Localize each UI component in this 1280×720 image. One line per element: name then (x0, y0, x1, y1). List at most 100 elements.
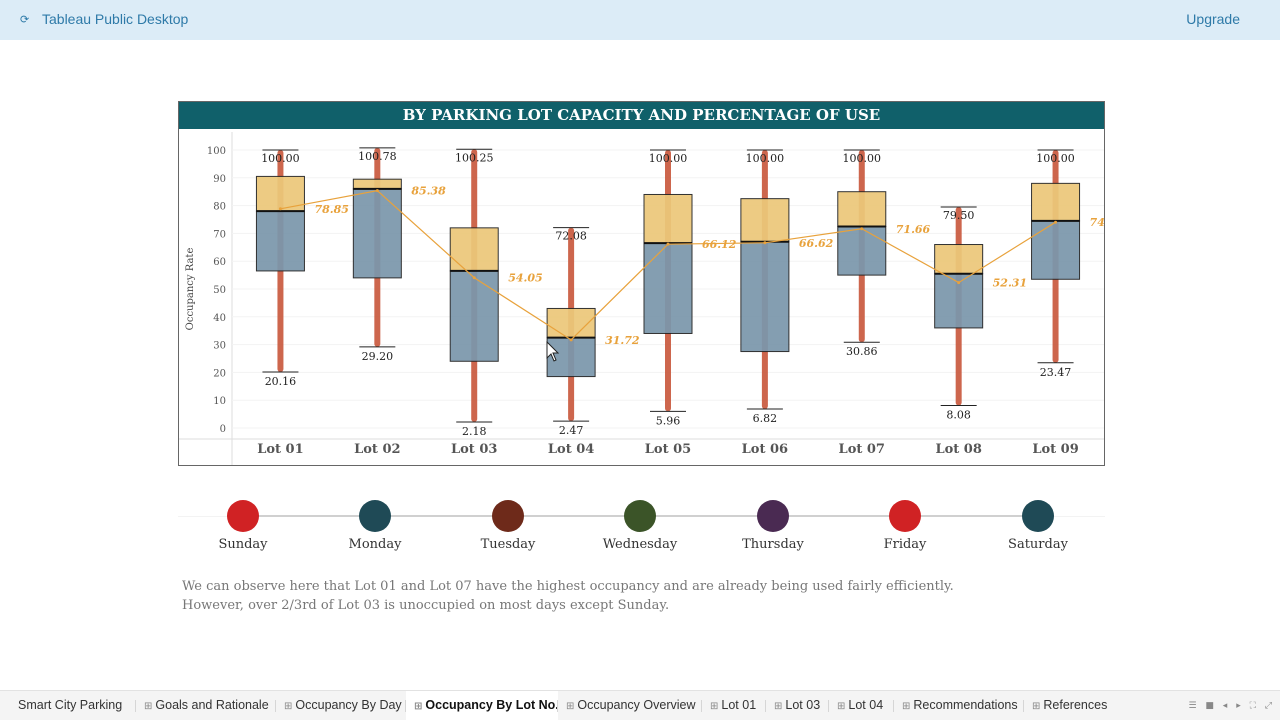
sheet-tab-label: Occupancy By Day (295, 698, 402, 712)
y-tick-label: 80 (213, 202, 226, 213)
min-value-label: 2.18 (462, 425, 487, 438)
dashboard-icon: ⊞ (710, 701, 719, 712)
next-sheet-icon[interactable]: ▸ (1236, 701, 1241, 711)
upgrade-link[interactable]: Upgrade (1186, 11, 1240, 27)
average-point (957, 281, 961, 285)
expand-icon[interactable]: ⤢ (1264, 701, 1272, 711)
day-label: Sunday (218, 537, 268, 552)
dashboard-icon: ⊞ (144, 701, 153, 712)
min-value-label: 29.20 (362, 350, 394, 363)
y-tick-label: 0 (220, 424, 226, 435)
min-value-label: 2.47 (559, 424, 584, 437)
min-value-label: 5.96 (656, 414, 681, 427)
box-lower (740, 241, 790, 353)
box-upper (1031, 182, 1081, 222)
view-controls: ☰ ■ ◂ ▸ ⛶ ⤢ (1182, 701, 1272, 711)
box-upper (837, 191, 887, 227)
min-value-label: 6.82 (753, 412, 778, 425)
day-dot-icon[interactable] (359, 500, 391, 532)
grid-view-icon[interactable]: ☰ (1188, 701, 1197, 711)
sheet-tab[interactable]: ⊞ Lot 04 (829, 691, 890, 720)
observation-note: We can observe here that Lot 01 and Lot … (182, 577, 1082, 615)
day-dot-icon[interactable] (757, 500, 789, 532)
day-filter-friday[interactable]: Friday (855, 500, 955, 552)
sheet-tab-label: Smart City Parking (18, 698, 123, 712)
average-value-label: 78.85 (314, 203, 348, 216)
box-lower (1031, 220, 1081, 280)
average-point (472, 276, 476, 280)
tab-separator (557, 700, 558, 712)
box-upper (740, 198, 790, 243)
dashboard-icon: ⊞ (1032, 701, 1041, 712)
min-value-label: 20.16 (265, 375, 297, 388)
sheet-tab[interactable]: ⊞ Occupancy By Lot No. (406, 691, 559, 720)
box-plot-chart: 0 10 20 30 40 50 60 70 80 90 100 Occupancy Rate 100.… (178, 101, 1105, 466)
tab-separator (828, 700, 829, 712)
title-bar: ⟳ Tableau Public Desktop Upgrade (0, 0, 1280, 40)
dashboard-icon: ⊞ (566, 701, 575, 712)
sheet-tab[interactable]: ⊞ Lot 01 (702, 691, 762, 720)
max-value-label: 100.00 (261, 152, 300, 165)
category-label: Lot 07 (839, 442, 885, 457)
average-value-label: 71.66 (896, 223, 931, 236)
max-value-label: 100.00 (649, 152, 688, 165)
y-axis-title: Occupancy Rate (185, 248, 196, 331)
sheet-tab[interactable]: ⊞ Recommendations (894, 691, 1020, 720)
day-filter-thursday[interactable]: Thursday (723, 500, 823, 552)
average-value-label: 31.72 (605, 334, 640, 347)
box-upper (934, 244, 984, 275)
tab-separator (1023, 700, 1024, 712)
day-dot-icon[interactable] (889, 500, 921, 532)
y-tick-label: 70 (213, 229, 226, 240)
prev-sheet-icon[interactable]: ◂ (1222, 701, 1228, 711)
tab-separator (893, 700, 894, 712)
average-point (860, 227, 864, 231)
box-upper (449, 227, 499, 272)
chart-canvas: 0 10 20 30 40 50 60 70 80 90 100 Occupancy Rate 100.… (179, 132, 1104, 465)
category-label: Lot 03 (451, 442, 497, 457)
day-dot-icon[interactable] (1022, 500, 1054, 532)
sheet-tab-label: Goals and Rationale (155, 698, 269, 712)
y-tick-label: 50 (213, 285, 226, 296)
y-tick-label: 10 (213, 396, 226, 407)
max-value-label: 100.25 (455, 151, 494, 164)
box-lower (643, 242, 693, 334)
day-label: Thursday (742, 537, 804, 552)
average-point (666, 242, 670, 246)
tab-separator (701, 700, 702, 712)
category-label: Lot 05 (645, 442, 691, 457)
mouse-cursor-icon (546, 340, 560, 362)
day-filter-monday[interactable]: Monday (325, 500, 425, 552)
average-point (278, 207, 282, 211)
day-filter-wednesday[interactable]: Wednesday (590, 500, 690, 552)
y-tick-label: 100 (207, 146, 226, 157)
y-tick-label: 60 (213, 257, 226, 268)
sheet-tab-label: Lot 01 (721, 698, 757, 712)
chart-title: BY PARKING LOT CAPACITY AND PERCENTAGE O… (179, 102, 1104, 129)
sheet-tab[interactable]: ⊞ Occupancy Overview (558, 691, 698, 720)
min-value-label: 8.08 (946, 409, 971, 422)
day-dot-icon[interactable] (624, 500, 656, 532)
average-value-label: 52.31 (993, 277, 1027, 290)
sheet-tab[interactable]: ⊞ Occupancy By Day (276, 691, 402, 720)
sheet-tab[interactable]: ⊞ Lot 03 (766, 691, 825, 720)
min-value-label: 30.86 (846, 345, 878, 358)
sheet-tab-label: Occupancy By Lot No. (425, 698, 559, 712)
day-filter-saturday[interactable]: Saturday (988, 500, 1088, 552)
day-dot-icon[interactable] (492, 500, 524, 532)
day-dot-icon[interactable] (227, 500, 259, 532)
film-strip-icon[interactable]: ■ (1205, 701, 1214, 711)
max-value-label: 100.78 (358, 150, 397, 163)
sheet-tab[interactable]: ⊞ Goals and Rationale (136, 691, 272, 720)
min-value-label: 23.47 (1040, 366, 1072, 379)
day-filter-sunday[interactable]: Sunday (193, 500, 293, 552)
day-filter-tuesday[interactable]: Tuesday (458, 500, 558, 552)
y-tick-label: 30 (213, 341, 226, 352)
box-lower (352, 188, 402, 279)
dashboard-icon: ⊞ (414, 701, 423, 712)
sheet-tab[interactable]: Smart City Parking (4, 691, 132, 720)
sheet-tab[interactable]: ⊞ References (1024, 691, 1110, 720)
box-lower (255, 210, 305, 272)
tab-separator (275, 700, 276, 712)
fullscreen-icon[interactable]: ⛶ (1249, 701, 1256, 711)
